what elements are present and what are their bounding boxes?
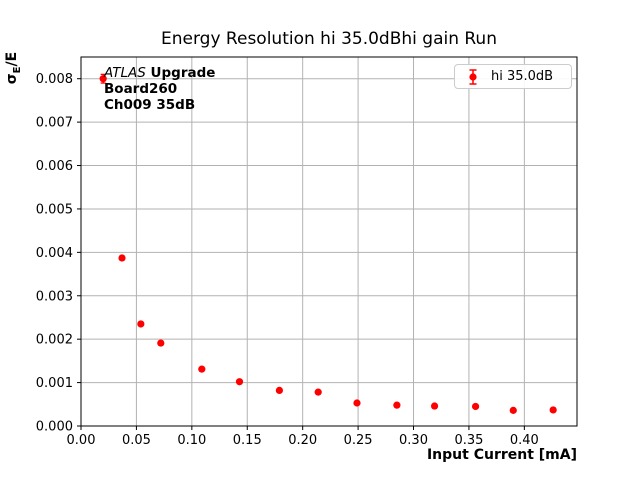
y-tick-label: 0.000 (36, 420, 73, 435)
y-tick-label: 0.004 (36, 246, 73, 261)
y-tick-label: 0.008 (36, 72, 73, 87)
y-tick-label: 0.003 (36, 289, 73, 304)
data-point (275, 386, 283, 395)
chart-title: Energy Resolution hi 35.0dBhi gain Run (161, 29, 497, 49)
data-point (549, 406, 557, 414)
data-point (353, 399, 361, 407)
data-point (157, 339, 165, 347)
data-point (99, 75, 107, 83)
annotation-line-1: ATLAS Upgrade (104, 65, 215, 81)
legend: hi 35.0dB (454, 64, 572, 89)
data-point (198, 365, 206, 373)
data-point (430, 402, 439, 410)
y-axis-label: σE/E (3, 44, 23, 92)
x-tick-label: 0.40 (510, 433, 539, 448)
annotation-block: ATLAS Upgrade Board260 Ch009 35dB (104, 65, 215, 113)
y-tick-label: 0.007 (36, 116, 73, 131)
y-tick-label: 0.006 (36, 159, 73, 174)
x-tick-label: 0.00 (67, 433, 96, 448)
y-axis-label-subscript: E (11, 66, 23, 74)
y-axis-label-rest: /E (4, 51, 20, 67)
y-axis-label-sigma: σ (4, 73, 20, 85)
data-point (137, 320, 145, 328)
annotation-upgrade: Upgrade (145, 65, 216, 81)
x-tick-label: 0.35 (454, 433, 483, 448)
data-point (118, 254, 126, 262)
x-tick-label: 0.30 (399, 433, 428, 448)
data-point (393, 401, 401, 409)
x-tick-label: 0.25 (344, 433, 373, 448)
data-point (314, 388, 322, 396)
legend-errorbar-marker-icon (469, 68, 477, 85)
annotation-line-2: Board260 (104, 81, 178, 97)
x-tick-label: 0.15 (233, 433, 262, 448)
y-tick-label: 0.001 (36, 376, 73, 391)
annotation-experiment-name: ATLAS (104, 65, 146, 81)
data-point (471, 402, 480, 411)
annotation-line-3: Ch009 35dB (104, 97, 196, 113)
y-tick-label: 0.002 (36, 333, 73, 348)
x-tick-label: 0.20 (288, 433, 317, 448)
data-point (509, 406, 517, 414)
y-tick-label: 0.005 (36, 202, 73, 217)
data-point (235, 378, 244, 386)
axes-frame (80, 56, 578, 427)
x-tick-label: 0.10 (177, 433, 206, 448)
legend-label: hi 35.0dB (491, 69, 554, 84)
x-tick-label: 0.05 (122, 433, 151, 448)
x-axis-label: Input Current [mA] (426, 447, 577, 463)
